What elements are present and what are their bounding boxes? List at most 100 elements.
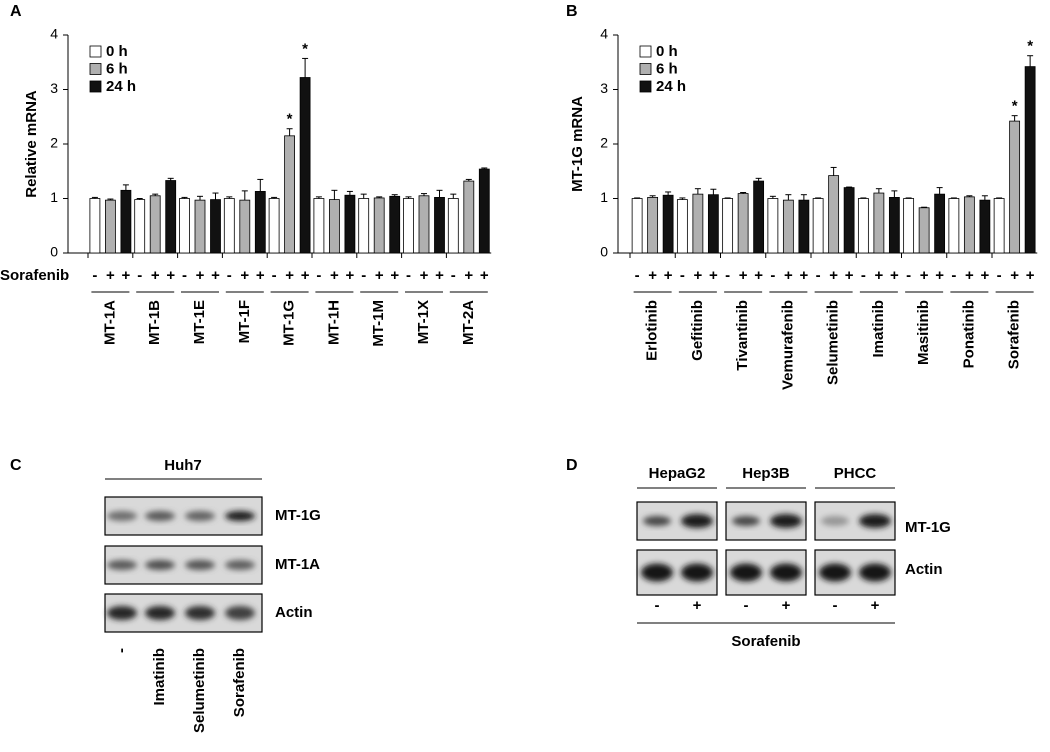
blot-band	[107, 560, 137, 570]
error-bar	[649, 195, 656, 198]
error-bar	[481, 167, 488, 170]
bar	[210, 199, 221, 254]
lane-sign: +	[782, 597, 791, 614]
x-tick-label: Tivantinib	[734, 300, 751, 371]
treatment-sign: +	[122, 267, 131, 284]
x-tick-label: MT-2A	[460, 300, 477, 345]
y-tick-label: 3	[600, 80, 608, 96]
blot-band	[225, 511, 255, 521]
legend-swatch	[89, 80, 102, 93]
treatment-sign: +	[301, 267, 310, 284]
treatment-sign: -	[951, 267, 956, 284]
x-tick-label: MT-1A	[101, 300, 118, 345]
treatment-sign: +	[739, 267, 748, 284]
legend-swatch	[89, 63, 102, 75]
bar	[373, 197, 385, 254]
error-bar	[226, 196, 233, 199]
bar	[993, 198, 1005, 254]
x-tick-label: Selumetinib	[825, 300, 842, 385]
blot-band	[681, 514, 713, 528]
bar	[268, 198, 280, 254]
treatment-sign: -	[227, 267, 232, 284]
treatment-sign: +	[980, 267, 989, 284]
treatment-sign: -	[725, 267, 730, 284]
bar	[662, 194, 674, 254]
y-tick-label: 2	[50, 135, 58, 151]
treatment-label: Sorafenib	[731, 633, 800, 650]
error-bar	[346, 190, 353, 196]
row-label: MT-1A	[275, 556, 320, 573]
lane-label: -	[113, 648, 130, 653]
cell-line-label: Huh7	[164, 457, 202, 474]
treatment-sign: +	[435, 267, 444, 284]
error-bar	[241, 190, 248, 201]
panel-letter: C	[10, 457, 22, 474]
x-tick-label: Gefitinib	[689, 300, 706, 361]
treatment-sign: +	[1010, 267, 1019, 284]
error-bar	[136, 198, 143, 200]
y-tick-label: 4	[50, 26, 58, 42]
x-tick-label: MT-1F	[236, 300, 253, 343]
error-bar	[1027, 55, 1034, 67]
treatment-sign: +	[256, 267, 265, 284]
error-bar	[710, 188, 717, 195]
treatment-sign: -	[451, 267, 456, 284]
blot-band	[859, 514, 891, 528]
x-tick-label: Vemurafenib	[779, 300, 796, 390]
bar	[1009, 120, 1021, 254]
blot-band	[145, 511, 175, 521]
treatment-sign: +	[799, 267, 808, 284]
treatment-sign: -	[92, 267, 97, 284]
y-tick-label: 1	[600, 189, 608, 205]
error-bar	[122, 184, 129, 191]
bar	[798, 199, 810, 254]
error-bar	[694, 188, 701, 195]
lane-sign: -	[744, 597, 749, 614]
treatment-sign: +	[664, 267, 673, 284]
treatment-sign: +	[920, 267, 929, 284]
error-bar	[286, 128, 293, 136]
treatment-sign: +	[166, 267, 175, 284]
error-bar	[950, 197, 957, 199]
blot-band	[643, 516, 671, 526]
error-bar	[724, 197, 731, 199]
legend-swatch	[639, 45, 652, 58]
treatment-sign: +	[480, 267, 489, 284]
treatment-sign: -	[906, 267, 911, 284]
treatment-sign: +	[196, 267, 205, 284]
bar	[358, 198, 370, 254]
bar	[89, 198, 101, 254]
legend-label: 24 h	[656, 78, 686, 95]
x-tick-label: Ponatinib	[960, 300, 977, 368]
significance-mark: *	[1027, 38, 1033, 55]
treatment-sign: +	[890, 267, 899, 284]
cell-line-label: PHCC	[834, 465, 877, 482]
blot-band	[107, 606, 137, 620]
treatment-sign: +	[784, 267, 793, 284]
blot-band	[859, 563, 891, 582]
error-bar	[181, 196, 188, 199]
treatment-sign: +	[375, 267, 384, 284]
treatment-sign: -	[997, 267, 1002, 284]
lane-sign: -	[655, 597, 660, 614]
bar	[782, 199, 794, 254]
significance-mark: *	[1012, 98, 1018, 115]
x-tick-label: Masitinib	[915, 300, 932, 365]
bar	[299, 77, 311, 254]
bar	[753, 180, 765, 254]
bar	[149, 195, 161, 254]
error-bar	[936, 187, 943, 195]
row-label: Actin	[275, 604, 313, 621]
treatment-sign: +	[709, 267, 718, 284]
bar	[284, 135, 296, 254]
significance-mark: *	[287, 111, 293, 128]
blot-band	[185, 560, 215, 570]
bar	[647, 197, 659, 254]
x-tick-label: MT-1G	[281, 300, 298, 346]
y-tick-label: 2	[600, 135, 608, 151]
x-tick-label: MT-1H	[325, 300, 342, 345]
error-bar	[376, 196, 383, 198]
bar	[676, 199, 688, 254]
bar	[418, 195, 430, 254]
